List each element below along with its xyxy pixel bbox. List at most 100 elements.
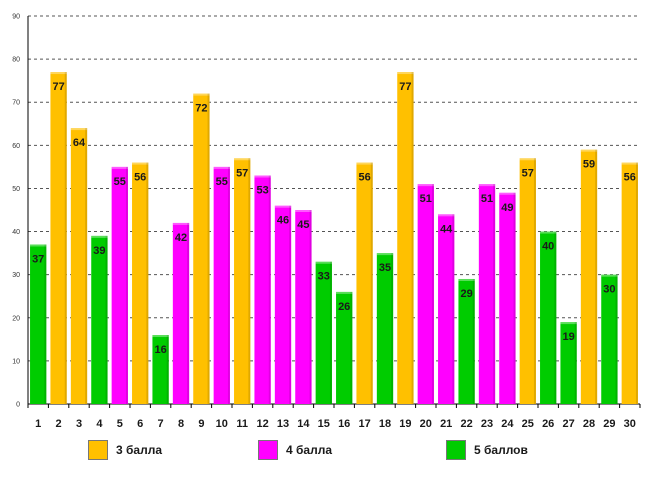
- bar-highlight: [50, 72, 67, 75]
- bar: [519, 158, 536, 404]
- legend-label-3-balla: 3 балла: [116, 443, 163, 457]
- legend-swatch-3-balla: [88, 440, 108, 460]
- data-label: 44: [440, 223, 453, 235]
- data-label: 53: [256, 185, 268, 197]
- bar-highlight: [478, 184, 496, 187]
- bar-highlight: [580, 149, 598, 152]
- bar-shade: [513, 192, 516, 404]
- bar-shade: [635, 162, 638, 404]
- bar-shade: [207, 93, 210, 404]
- bar-highlight: [438, 214, 455, 217]
- y-tick-label: 30: [12, 272, 20, 279]
- bar-shade: [411, 72, 414, 405]
- bar-highlight: [458, 278, 475, 281]
- bar-shade: [309, 210, 312, 404]
- bar-shade: [615, 274, 618, 404]
- x-tick-label: 30: [624, 418, 636, 430]
- bar: [417, 184, 434, 404]
- x-tick-label: 8: [178, 418, 184, 430]
- bar-shade: [227, 166, 230, 404]
- bar-highlight: [234, 158, 251, 161]
- data-label: 72: [195, 103, 207, 115]
- data-label: 55: [216, 176, 228, 188]
- y-tick-label: 20: [12, 315, 20, 322]
- bar-highlight: [70, 128, 88, 131]
- bar: [295, 210, 312, 404]
- bar-shade: [44, 244, 47, 404]
- legend-item-3-balla: 3 балла: [88, 438, 162, 462]
- bar-shade: [85, 128, 88, 405]
- data-label: 56: [358, 172, 370, 184]
- data-label: 51: [481, 193, 493, 205]
- bar-highlight: [376, 253, 394, 256]
- x-tick-label: 16: [338, 418, 350, 430]
- bar-highlight: [111, 166, 128, 169]
- bar-highlight: [254, 175, 271, 178]
- bar-shade: [350, 291, 353, 404]
- x-tick-label: 1: [35, 418, 41, 430]
- bar: [234, 158, 251, 404]
- bar: [478, 184, 496, 404]
- bar-shade: [431, 184, 434, 404]
- bar-highlight: [397, 72, 414, 75]
- bar: [91, 235, 108, 404]
- bar: [356, 162, 373, 404]
- bar-shade: [533, 158, 536, 404]
- data-label: 35: [379, 262, 391, 274]
- bar-shade: [248, 158, 251, 404]
- bar: [458, 278, 475, 404]
- x-tick-label: 14: [297, 418, 310, 430]
- bar-highlight: [356, 162, 373, 165]
- data-label: 45: [297, 219, 309, 231]
- x-tick-label: 29: [603, 418, 615, 430]
- bar-highlight: [132, 162, 149, 165]
- legend-item-5-ballov: 5 баллов: [446, 438, 528, 462]
- bar-shade: [329, 261, 332, 404]
- bar: [315, 261, 332, 404]
- y-tick-label: 40: [12, 229, 20, 236]
- legend-label-5-ballov: 5 баллов: [474, 443, 528, 457]
- data-label: 19: [562, 331, 574, 343]
- data-label: 64: [73, 137, 86, 149]
- bar-highlight: [621, 162, 638, 165]
- bar-shade: [452, 214, 455, 404]
- data-label: 77: [52, 81, 64, 93]
- bar: [213, 166, 230, 404]
- data-label: 57: [522, 167, 534, 179]
- x-tick-label: 17: [358, 418, 370, 430]
- x-tick-label: 26: [542, 418, 554, 430]
- legend-swatch-5-ballov: [446, 440, 466, 460]
- data-label: 29: [460, 288, 472, 300]
- data-label: 49: [501, 202, 513, 214]
- bar-shade: [187, 222, 190, 404]
- x-tick-label: 10: [216, 418, 228, 430]
- bar-shade: [574, 322, 577, 404]
- x-tick-label: 3: [76, 418, 82, 430]
- data-label: 55: [114, 176, 126, 188]
- bar: [540, 231, 557, 404]
- data-label: 33: [318, 271, 330, 283]
- bar-highlight: [213, 166, 230, 169]
- bar-shade: [595, 149, 598, 404]
- bar-highlight: [315, 261, 332, 264]
- bar-highlight: [540, 231, 557, 234]
- bar-highlight: [601, 274, 618, 277]
- bar: [172, 222, 190, 404]
- bar-highlight: [172, 222, 190, 225]
- legend-item-4-balla: 4 балла: [258, 438, 332, 462]
- bar-shade: [493, 184, 496, 404]
- x-tick-label: 28: [583, 418, 595, 430]
- bar: [111, 166, 128, 404]
- bar: [50, 72, 67, 405]
- bar-highlight: [91, 235, 108, 238]
- data-label: 51: [420, 193, 432, 205]
- bar: [254, 175, 271, 404]
- y-tick-label: 0: [16, 402, 20, 409]
- bar-highlight: [519, 158, 536, 161]
- legend-label-4-balla: 4 балла: [286, 443, 333, 457]
- data-label: 30: [603, 284, 615, 296]
- data-label: 42: [175, 232, 187, 244]
- data-label: 59: [583, 159, 595, 171]
- y-tick-label: 90: [12, 14, 20, 21]
